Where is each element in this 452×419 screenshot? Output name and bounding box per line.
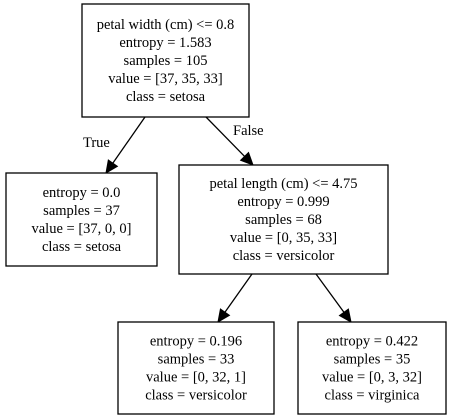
node-box (5, 172, 158, 267)
node-line: class = versicolor (145, 388, 247, 404)
node-line: class = setosa (126, 89, 206, 105)
node-line: entropy = 0.196 (150, 334, 242, 350)
node-line: value = [0, 32, 1] (146, 370, 246, 386)
node-line: entropy = 0.999 (237, 194, 329, 210)
edge-line (315, 273, 345, 313)
node-line: samples = 37 (43, 203, 120, 219)
arrowhead-icon (239, 151, 254, 166)
node-line: entropy = 1.583 (119, 35, 211, 51)
arrowhead-icon (217, 308, 231, 323)
tree-node-left-leaf: entropy = 0.0 samples = 37 value = [37, 0,… (5, 172, 158, 267)
edge-root-to-left_leaf: True (83, 116, 146, 174)
tree-node-right-split: petal length (cm) <= 4.75 entropy = 0.999… (178, 164, 389, 275)
node-line: samples = 35 (334, 352, 411, 368)
arrowhead-icon (338, 308, 352, 323)
edge-line (224, 273, 253, 313)
node-line: value = [37, 35, 33] (108, 71, 223, 87)
node-line: value = [0, 35, 33] (230, 230, 337, 246)
edge-label-true: True (83, 135, 110, 151)
node-line: entropy = 0.0 (43, 185, 121, 201)
edge-line (205, 116, 246, 157)
node-line: entropy = 0.422 (326, 334, 418, 350)
node-line: samples = 68 (245, 212, 322, 228)
node-line: class = versicolor (233, 248, 335, 264)
edge-right_split-to-leaf_virginica (315, 273, 352, 323)
arrowhead-icon (105, 159, 119, 174)
edge-root-to-right_split: False (205, 116, 264, 166)
node-line: petal length (cm) <= 4.75 (209, 176, 357, 192)
nodes-layer: petal width (cm) <= 0.8 entropy = 1.583 sa… (5, 3, 447, 415)
edge-line (112, 116, 146, 164)
edge-right_split-to-leaf_versicolor (217, 273, 253, 323)
node-line: value = [0, 3, 32] (322, 370, 422, 386)
tree-node-root: petal width (cm) <= 0.8 entropy = 1.583 sa… (81, 3, 250, 118)
node-line: class = setosa (42, 239, 122, 255)
node-box (178, 164, 389, 275)
node-box (81, 3, 250, 118)
node-line: class = virginica (325, 388, 420, 404)
node-box (297, 321, 447, 415)
node-box (117, 321, 275, 415)
node-line: value = [37, 0, 0] (32, 221, 132, 237)
node-line: petal width (cm) <= 0.8 (97, 17, 235, 33)
edge-label-false: False (233, 123, 264, 139)
node-line: samples = 33 (158, 352, 235, 368)
node-line: samples = 105 (124, 53, 208, 69)
edges-layer: True False (83, 116, 352, 323)
tree-node-leaf-virginica: entropy = 0.422 samples = 35 value = [0, 3… (297, 321, 447, 415)
tree-node-leaf-versicolor: entropy = 0.196 samples = 33 value = [0, 3… (117, 321, 275, 415)
